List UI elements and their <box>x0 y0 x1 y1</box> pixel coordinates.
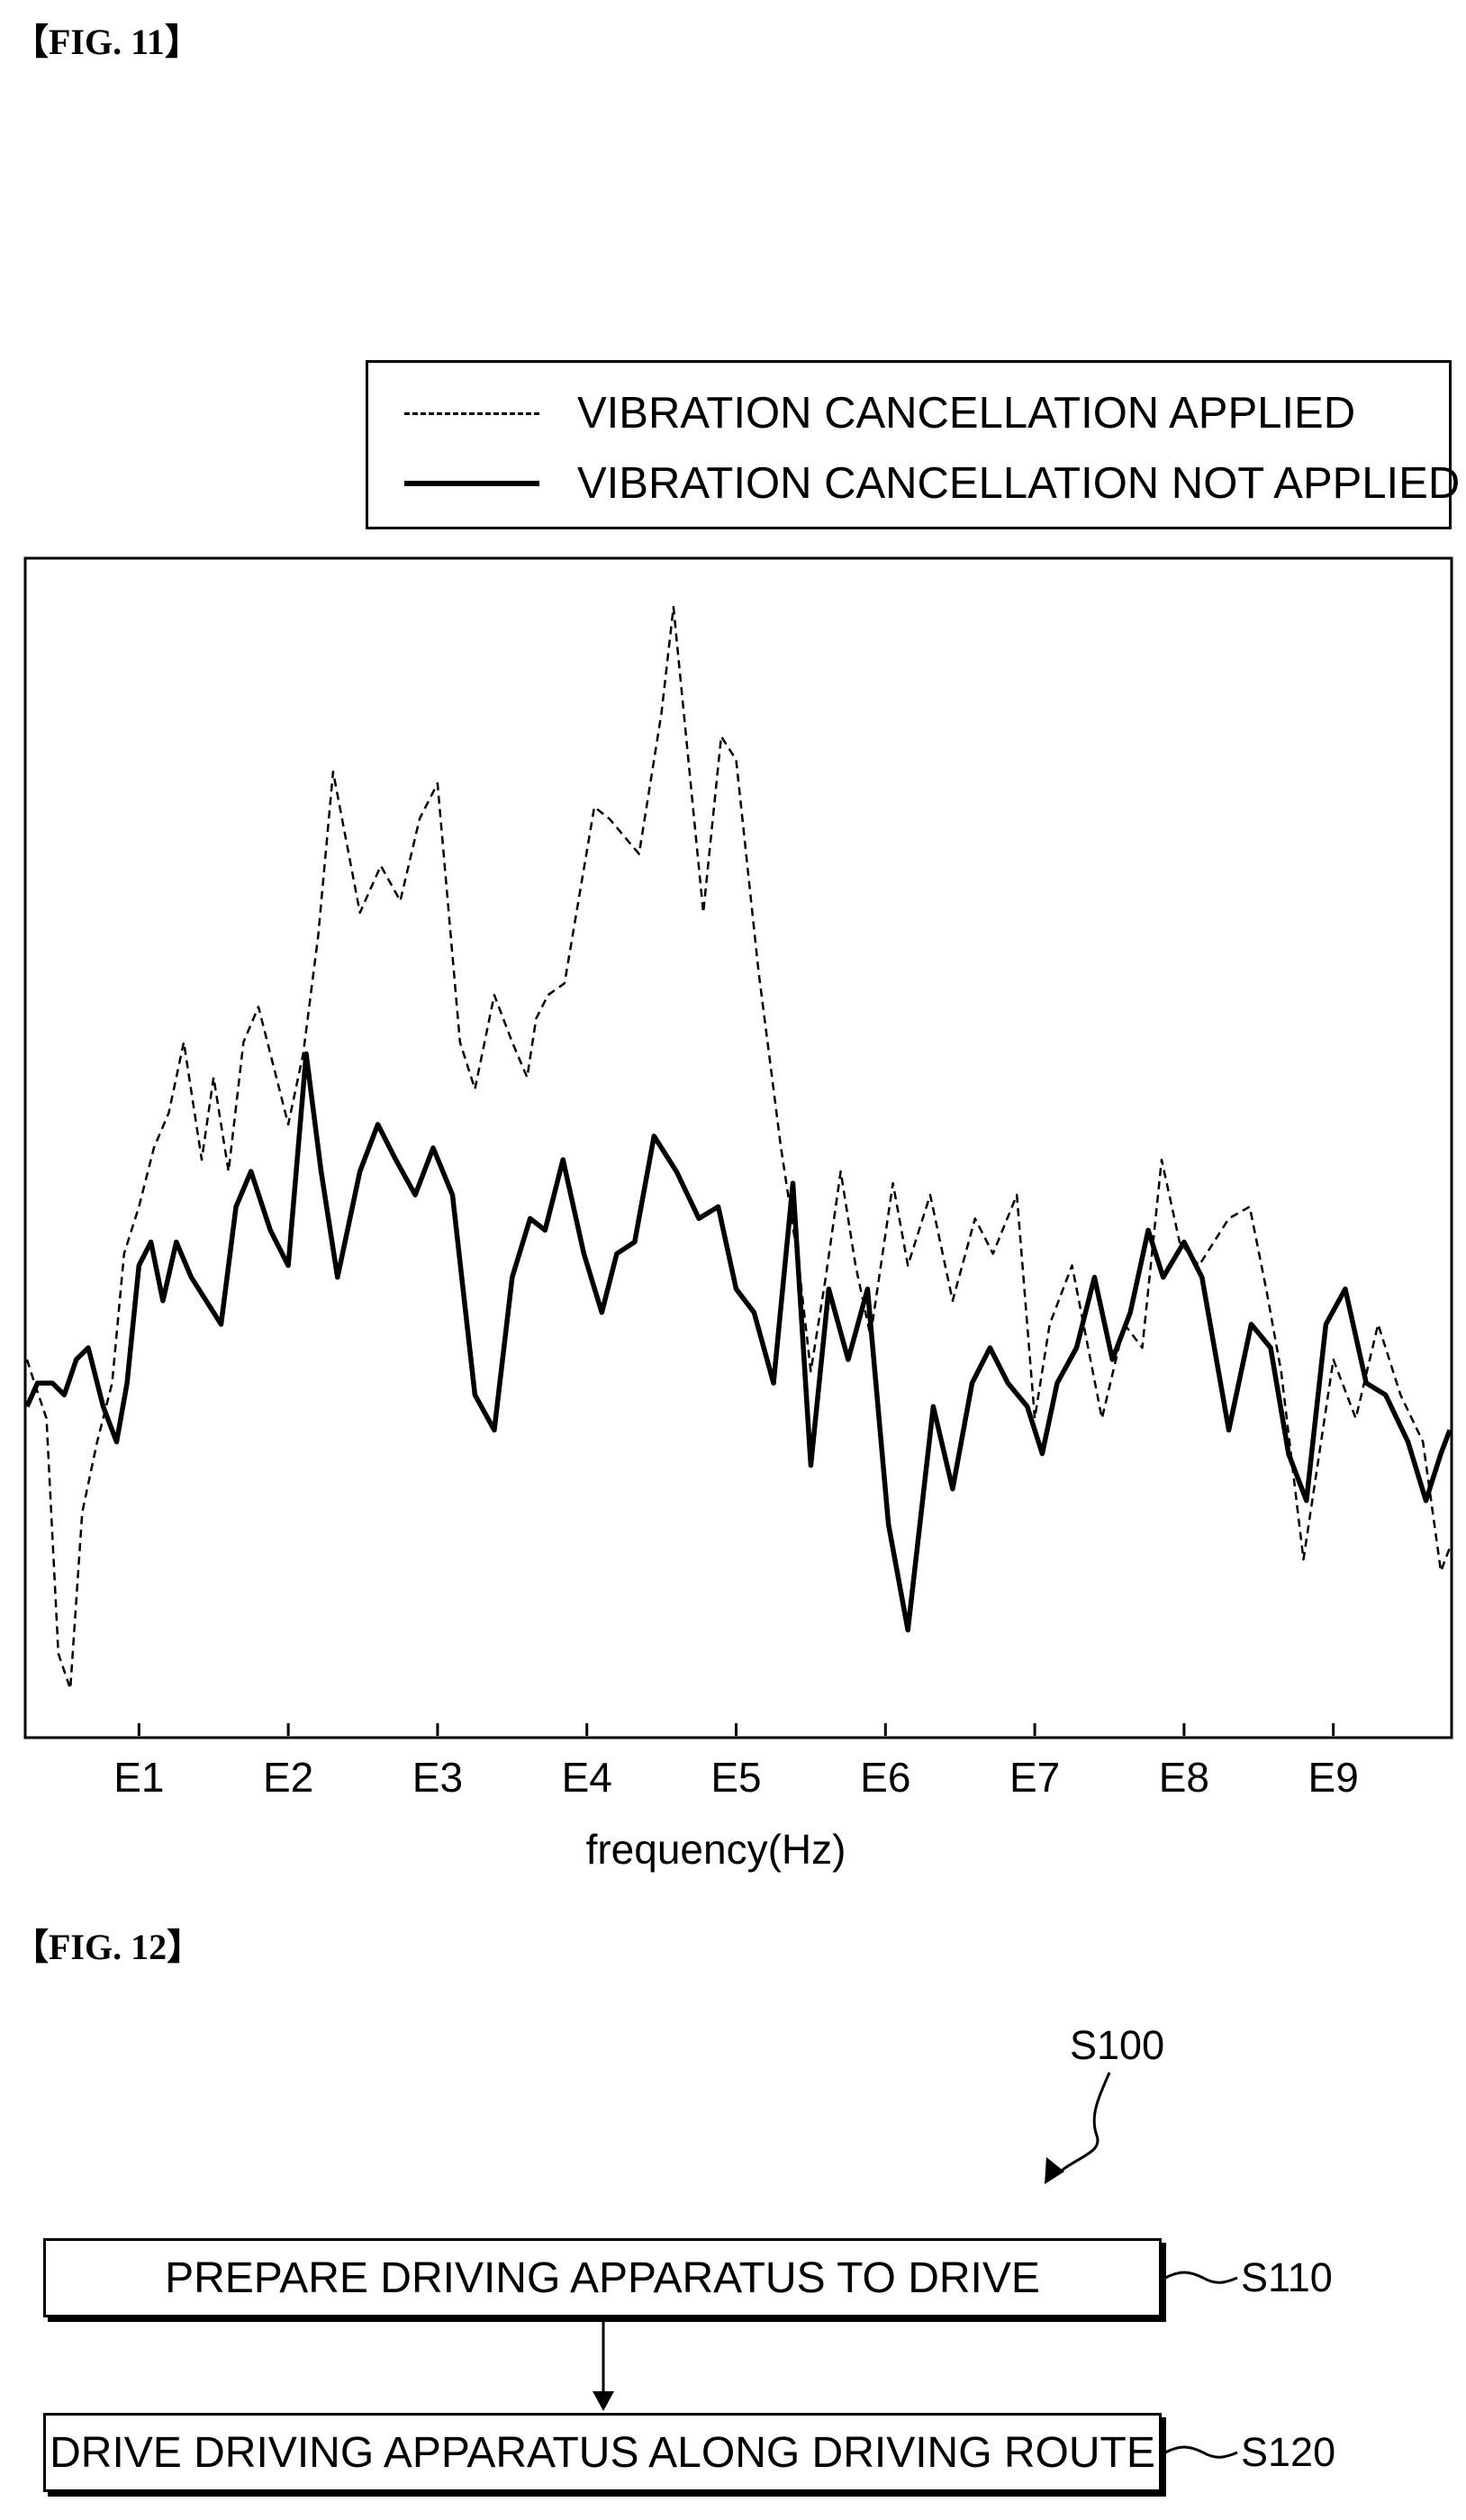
step-text-prepare: PREPARE DRIVING APPARATUS TO DRIVE <box>165 2254 1040 2302</box>
s100-pointer-curve <box>1052 2072 1111 2179</box>
step-ref-s120: S120 <box>1241 2429 1336 2475</box>
dashed-line-swatch <box>404 411 539 415</box>
legend-label-applied: VIBRATION CANCELLATION APPLIED <box>577 389 1356 438</box>
frequency-chart: E1 E2 E3 E4 E5 E6 E7 E8 E9 frequency(Hz) <box>23 556 1453 1873</box>
x-tick-label-e6: E6 <box>860 1754 910 1801</box>
step-text-drive: DRIVE DRIVING APPARATUS ALONG DRIVING RO… <box>50 2428 1155 2477</box>
legend-entry-not-applied: VIBRATION CANCELLATION NOT APPLIED <box>404 456 1460 510</box>
x-tick-label-e4: E4 <box>562 1754 612 1801</box>
x-tick-label-e5: E5 <box>710 1754 761 1801</box>
chart-legend: VIBRATION CANCELLATION APPLIED VIBRATION… <box>366 360 1460 529</box>
series-line-not-applied <box>24 1051 1452 1633</box>
chart-series <box>24 605 1452 1691</box>
flow-arrowhead-icon <box>593 2391 614 2411</box>
plot-frame <box>23 556 1453 1739</box>
x-tick-label-e8: E8 <box>1159 1754 1209 1801</box>
s110-leader-line <box>1164 2271 1238 2284</box>
figure-12-label: 【FIG. 12】 <box>13 1927 204 1967</box>
x-tick-label-e3: E3 <box>412 1754 463 1801</box>
x-axis-title: frequency(Hz) <box>586 1826 846 1873</box>
flowchart-reference-label: S100 <box>1070 2022 1165 2068</box>
step-box-prepare: PREPARE DRIVING APPARATUS TO DRIVE <box>43 2238 1162 2317</box>
legend-entry-applied: VIBRATION CANCELLATION APPLIED <box>404 386 1355 440</box>
x-tick-label-e7: E7 <box>1009 1754 1060 1801</box>
x-tick-label-e9: E9 <box>1308 1754 1359 1801</box>
figure-11-label: 【FIG. 11】 <box>13 22 201 62</box>
step-ref-s110: S110 <box>1241 2254 1333 2300</box>
solid-line-swatch <box>404 481 539 486</box>
x-tick-label-e1: E1 <box>113 1754 164 1801</box>
legend-label-not-applied: VIBRATION CANCELLATION NOT APPLIED <box>577 459 1461 508</box>
s120-leader-line <box>1164 2445 1238 2459</box>
s100-arrowhead-icon <box>1045 2157 1064 2184</box>
x-tick-label-e2: E2 <box>263 1754 313 1801</box>
step-box-drive: DRIVE DRIVING APPARATUS ALONG DRIVING RO… <box>43 2413 1162 2492</box>
series-line-applied <box>25 605 1452 1691</box>
x-axis-ticks: E1 E2 E3 E4 E5 E6 E7 E8 E9 <box>113 1723 1359 1801</box>
